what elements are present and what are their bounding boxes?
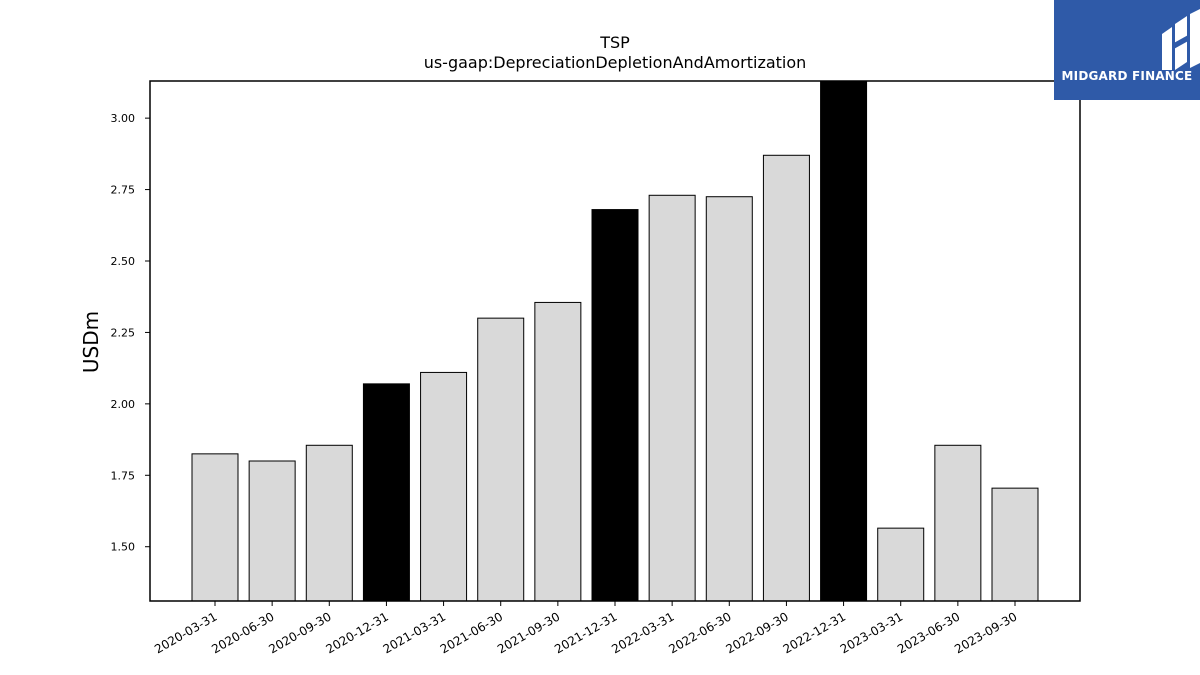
bar-2021-06-30 (477, 317, 525, 602)
bar-2022-03-31 (648, 194, 696, 602)
bar-2023-09-30 (991, 487, 1039, 602)
x-tick-label: 2021-06-30 (438, 609, 505, 656)
x-tick-label: 2022-12-31 (781, 609, 848, 656)
x-tick-label: 2022-03-31 (609, 609, 676, 656)
logo-text: MIDGARD FINANCE (1061, 69, 1193, 83)
y-axis: 1.50 1.75 2.00 2.25 2.50 2.75 3.00 (111, 112, 150, 554)
x-tick-label: 2023-06-30 (895, 609, 962, 656)
x-tick-label: 2021-12-31 (552, 609, 619, 656)
chart-subtitle: us-gaap:DepreciationDepletionAndAmortiza… (424, 53, 807, 72)
x-tick-label: 2020-12-31 (324, 609, 391, 656)
x-tick-label: 2021-03-31 (381, 609, 448, 656)
x-tick-label: 2022-06-30 (666, 609, 733, 656)
y-tick-label: 2.75 (111, 184, 136, 197)
x-axis: 2020-03-312020-06-302020-09-302020-12-31… (152, 601, 1020, 656)
y-tick-label: 2.00 (111, 398, 136, 411)
x-tick-label: 2023-03-31 (838, 609, 905, 656)
y-tick-label: 1.50 (111, 541, 136, 554)
bar-2021-12-31 (591, 209, 639, 602)
bar-2020-09-30 (305, 444, 353, 602)
x-tick-label: 2020-09-30 (266, 609, 333, 656)
bar-2023-06-30 (934, 444, 982, 602)
y-tick-label: 2.25 (111, 326, 136, 339)
x-tick-label: 2022-09-30 (724, 609, 791, 656)
chart-title: TSP (599, 33, 630, 52)
bar-2021-09-30 (534, 301, 582, 602)
plot-frame (149, 80, 1081, 602)
bar-2022-09-30 (762, 154, 810, 602)
x-tick-label: 2023-09-30 (952, 609, 1019, 656)
bar-2022-12-31 (820, 80, 868, 602)
midgard-logo-icon (1162, 9, 1200, 70)
y-tick-label: 1.75 (111, 469, 136, 482)
bar-2023-03-31 (877, 527, 925, 602)
bar-2021-03-31 (420, 371, 468, 602)
y-tick-label: 3.00 (111, 112, 136, 125)
midgard-finance-logo: MIDGARD FINANCE (1054, 0, 1200, 100)
bar-2022-06-30 (705, 196, 753, 602)
y-tick-label: 2.50 (111, 255, 136, 268)
bar-2020-03-31 (191, 453, 239, 602)
y-axis-label: USDm (79, 311, 103, 373)
bars-group (191, 80, 1039, 602)
x-tick-label: 2020-03-31 (152, 609, 219, 656)
x-tick-label: 2020-06-30 (209, 609, 276, 656)
x-tick-label: 2021-09-30 (495, 609, 562, 656)
bar-2020-06-30 (248, 460, 296, 602)
bar-2020-12-31 (362, 383, 410, 602)
